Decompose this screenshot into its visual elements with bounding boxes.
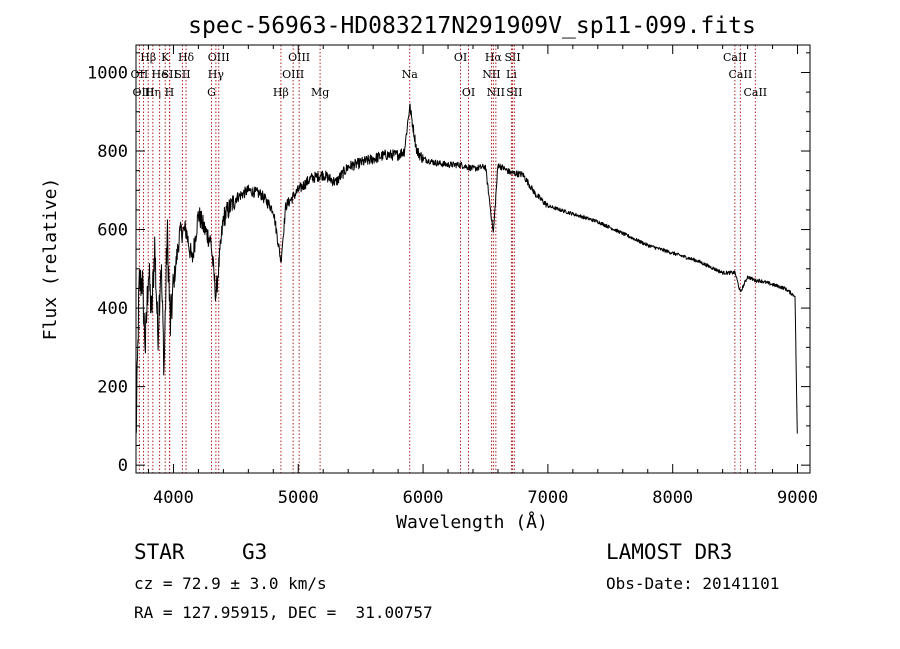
spectral-line-label: NII	[487, 86, 505, 99]
spectral-line-label: G	[207, 86, 216, 99]
chart-title: spec-56963-HD083217N291909V_sp11-099.fit…	[188, 13, 756, 39]
spectral-line-label: Mg	[311, 86, 329, 99]
y-tick-label: 800	[97, 142, 128, 162]
redshift-velocity: cz = 72.9 ± 3.0 km/s	[134, 574, 327, 593]
spectral-line-label: OI	[454, 51, 467, 64]
spectral-line-label: OI	[462, 86, 475, 99]
x-tick-label: 9000	[777, 488, 818, 508]
y-tick-label: 1000	[87, 63, 128, 83]
spectral-line-label: CaII	[723, 51, 747, 64]
x-tick-label: 7000	[527, 488, 568, 508]
spectral-line-label: Hγ	[208, 68, 225, 81]
spectral-line-label: SII	[506, 86, 522, 99]
spectral-line-label: NII	[482, 68, 500, 81]
x-axis-label: Wavelength (Å)	[396, 511, 548, 533]
y-tick-label: 200	[97, 378, 128, 398]
spectral-line-label: OII	[131, 68, 149, 81]
spectral-line-label: Hα	[485, 51, 503, 64]
spectral-line-label: Li	[506, 68, 517, 81]
spectral-line-label: K	[161, 51, 170, 64]
x-tick-label: 4000	[153, 488, 194, 508]
y-tick-label: 0	[118, 456, 128, 476]
observation-date: Obs-Date: 20141101	[606, 574, 780, 593]
x-tick-label: 6000	[403, 488, 444, 508]
object-subclass: G3	[242, 540, 268, 564]
y-tick-label: 400	[97, 299, 128, 319]
spectral-line-label: H	[165, 86, 175, 99]
spectral-line-label: OIII	[208, 51, 230, 64]
y-tick-label: 600	[97, 221, 128, 241]
object-class: STAR	[134, 540, 185, 564]
plot-frame	[135, 44, 811, 474]
spectral-line-label: SII	[504, 51, 520, 64]
x-tick-label: 8000	[652, 488, 693, 508]
y-axis-label: Flux (relative)	[40, 178, 61, 341]
axes: 4000 5000 6000 7000 8000 9000 0 200 400 600 800 100…	[87, 45, 818, 508]
spectral-line-label: CaII	[729, 68, 753, 81]
spectral-line-label: CaII	[743, 86, 767, 99]
spectral-line-label: Hη	[145, 86, 161, 99]
survey-name: LAMOST DR3	[606, 540, 733, 564]
spectral-line-label: SII	[174, 68, 190, 81]
spectrum-series-line	[135, 103, 798, 435]
spectral-line-label: OIII	[282, 68, 304, 81]
coordinates: RA = 127.95915, DEC = 31.00757	[134, 603, 433, 622]
spectral-line-label: Hβ	[140, 51, 156, 64]
x-tick-label: 5000	[278, 488, 319, 508]
spectral-line-label: Hβ	[273, 86, 289, 99]
spectral-line-label: He	[152, 68, 168, 81]
spectral-line-label: Hδ	[178, 51, 195, 64]
spectral-line-label: OIII	[288, 51, 310, 64]
spectral-line-label: OIII	[132, 86, 154, 99]
spectral-line-label: Na	[402, 68, 419, 81]
